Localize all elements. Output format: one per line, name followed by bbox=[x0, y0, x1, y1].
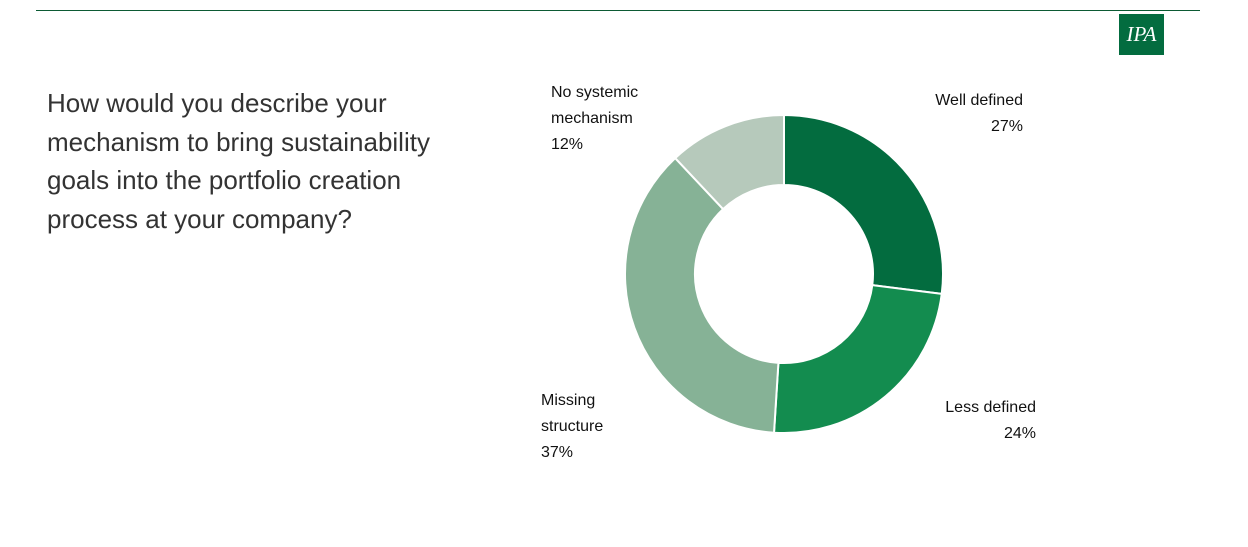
logo: IPA bbox=[1119, 14, 1164, 55]
category-label: Missing structure bbox=[541, 392, 604, 435]
category-label: No systemic mechanism bbox=[551, 84, 639, 127]
category-label: Less defined bbox=[945, 399, 1036, 416]
slice-label: Missing structure 37% bbox=[541, 388, 631, 466]
donut-slice bbox=[673, 113, 785, 211]
value-label: 12% bbox=[551, 136, 584, 153]
slice-label: Less defined 24% bbox=[896, 395, 1036, 447]
slice-label: Well defined 27% bbox=[883, 88, 1023, 140]
donut-slice bbox=[783, 113, 944, 296]
slice-label: No systemic mechanism 12% bbox=[551, 80, 671, 158]
chart-title: How would you describe your mechanism to… bbox=[47, 88, 430, 234]
value-label: 24% bbox=[1003, 425, 1036, 442]
value-label: 27% bbox=[990, 118, 1023, 135]
value-label: 37% bbox=[541, 444, 574, 461]
donut-slice bbox=[624, 156, 780, 434]
donut-slice bbox=[772, 284, 943, 434]
top-rule bbox=[36, 10, 1200, 11]
category-label: Well defined bbox=[935, 92, 1023, 109]
